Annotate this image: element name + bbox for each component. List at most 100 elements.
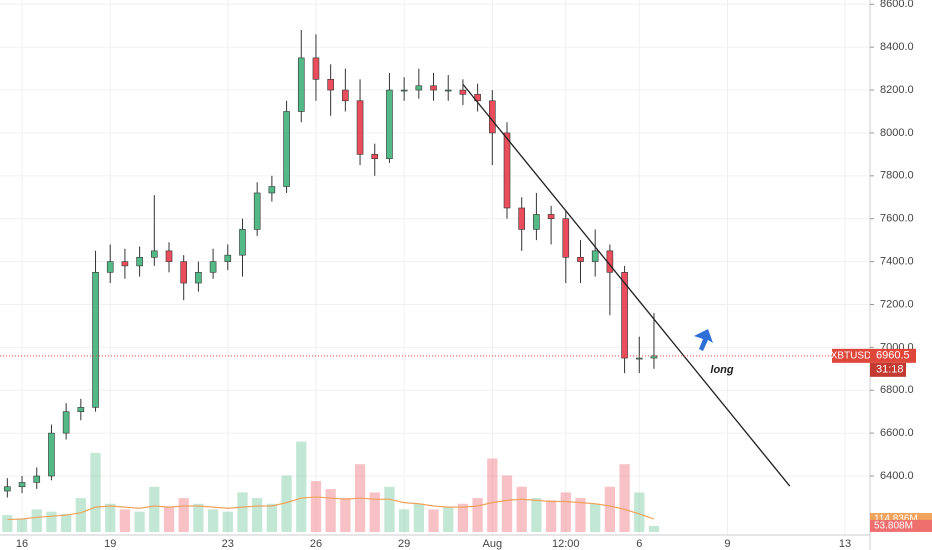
candle-body — [283, 111, 290, 187]
y-tick-label: 6800.0 — [880, 384, 914, 396]
volume-bar — [340, 498, 351, 532]
y-tick-label: 7600.0 — [880, 213, 914, 225]
x-tick-label: 9 — [724, 538, 730, 550]
candle-body — [327, 79, 334, 91]
volume-bar — [545, 500, 557, 532]
volume-bar — [134, 511, 145, 532]
volume-bar — [369, 492, 380, 532]
candle-body — [180, 261, 187, 284]
candle-body — [312, 57, 320, 80]
candle-body — [415, 85, 423, 91]
volume-ma — [7, 496, 655, 521]
price-tag-label: 6960.5 — [876, 350, 910, 362]
candle-body — [650, 355, 658, 359]
symbol-label: XBTUSD — [831, 350, 872, 361]
candle-body — [48, 432, 55, 477]
x-tick-label: 26 — [310, 538, 322, 550]
candle-body — [4, 486, 11, 492]
candle-body — [577, 257, 584, 262]
candle-body — [474, 94, 481, 102]
volume-bar — [281, 475, 292, 532]
volume-bar — [75, 498, 86, 532]
volume-bar — [457, 503, 469, 532]
symbol-tag — [832, 348, 870, 363]
volume-bar — [90, 452, 101, 532]
candle-body — [371, 154, 379, 159]
volume-bar — [149, 486, 160, 532]
volume-bar — [472, 498, 483, 532]
volume-bar — [575, 498, 586, 532]
volume-bar — [531, 498, 542, 532]
volume-bar — [266, 503, 278, 532]
candle-body — [444, 89, 452, 92]
candle-body — [136, 257, 143, 267]
candle-body — [253, 192, 261, 230]
candle-body — [224, 254, 232, 262]
candle-body — [62, 411, 70, 434]
candle-body — [195, 272, 202, 284]
volume-bar — [31, 509, 42, 532]
volume-bar — [119, 509, 131, 532]
y-tick-label: 8200.0 — [880, 84, 914, 96]
volume-bar — [443, 507, 454, 532]
volume-bar — [105, 503, 116, 532]
volume-bar — [237, 492, 248, 532]
volume-bar — [487, 458, 498, 532]
candle-body — [621, 272, 628, 359]
candle-body — [106, 261, 114, 273]
candle-body — [356, 100, 364, 155]
volume-bar — [634, 492, 645, 532]
x-tick-label: 13 — [839, 538, 851, 550]
candle-body — [386, 89, 393, 159]
trendline — [462, 83, 791, 487]
candle-body — [121, 261, 129, 267]
volume-bar — [16, 518, 28, 532]
candle-body — [297, 57, 305, 112]
candle-body — [635, 357, 643, 360]
price-tag — [870, 348, 916, 363]
y-tick-label: 8000.0 — [880, 127, 914, 139]
x-tick-label: 19 — [104, 538, 116, 550]
y-tick-label: 6400.0 — [880, 470, 914, 482]
candle-body — [165, 250, 173, 262]
candle-body — [18, 482, 26, 488]
y-tick-label: 7200.0 — [880, 298, 914, 310]
x-tick-label: Aug — [483, 538, 503, 550]
volume-bar — [560, 492, 571, 532]
x-tick-label: 29 — [398, 538, 410, 550]
candle-body — [591, 250, 599, 262]
volume-bar — [604, 486, 616, 532]
candle-body — [77, 407, 85, 412]
volume-bar — [501, 475, 513, 532]
candle-body — [33, 475, 41, 483]
annotation: long — [710, 364, 733, 376]
countdown-label: 31:18 — [876, 364, 904, 376]
candle-body — [547, 214, 555, 220]
volume-bar — [384, 486, 395, 532]
candle-body — [92, 272, 99, 408]
volume-bar — [207, 509, 219, 532]
x-tick-label: 12:00 — [552, 538, 580, 550]
candle-body — [459, 89, 467, 95]
volume-bar — [252, 498, 263, 532]
candle-body — [533, 214, 540, 230]
x-tick-label: 16 — [16, 538, 28, 550]
x-tick-label: 6 — [636, 538, 642, 550]
candle-body — [268, 186, 276, 194]
y-tick-label: 6600.0 — [880, 427, 914, 439]
volume-bar — [2, 515, 13, 532]
y-tick-label: 8600.0 — [880, 0, 914, 10]
volume-bar — [163, 507, 175, 532]
volume-tag — [870, 519, 932, 532]
x-tick-label: 23 — [222, 538, 234, 550]
candle-body — [503, 132, 511, 209]
candle-body — [562, 218, 570, 258]
candle-body — [518, 207, 526, 230]
volume-bar — [413, 503, 424, 532]
volume-bar — [310, 481, 322, 532]
plot — [0, 0, 870, 535]
volume-bar — [178, 498, 189, 532]
y-tick-label: 7800.0 — [880, 170, 914, 182]
